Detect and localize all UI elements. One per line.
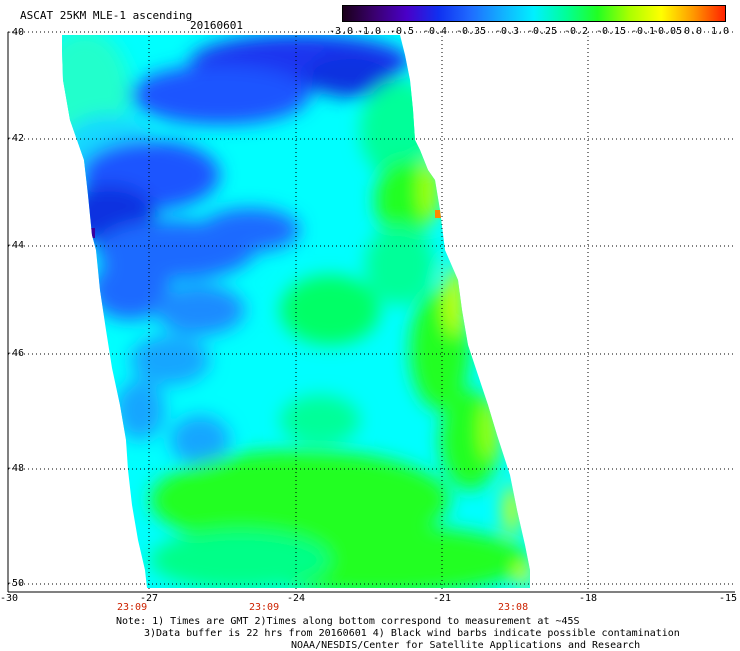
- note-line: NOAA/NESDIS/Center for Satellite Applica…: [291, 640, 641, 651]
- lat-label: -40: [6, 27, 25, 38]
- lat-label: -42: [6, 133, 25, 144]
- lon-label: -27: [140, 593, 159, 604]
- colorbar-label: -0.15: [596, 26, 627, 37]
- colorbar-gradient: [342, 5, 726, 22]
- colorbar-label: -3.0: [329, 26, 354, 37]
- note-line: Note: 1) Times are GMT 2)Times along bot…: [116, 616, 580, 627]
- lat-label: -46: [6, 348, 25, 359]
- lon-label: -15: [719, 593, 738, 604]
- map-title: ASCAT 25KM MLE-1 ascending: [20, 9, 193, 22]
- lat-label: -48: [6, 463, 25, 474]
- scatterometer-swath: [62, 35, 530, 588]
- colorbar-label: -0.35: [456, 26, 487, 37]
- colorbar-label: -0.05: [652, 26, 683, 37]
- map-date: 20160601: [190, 19, 243, 32]
- lon-label: -30: [0, 593, 19, 604]
- colorbar-label: -0.5: [390, 26, 415, 37]
- time-label: 23:08: [498, 602, 529, 613]
- note-line: 3)Data buffer is 22 hrs from 20160601 4)…: [144, 628, 680, 639]
- time-label: 23:09: [117, 602, 148, 613]
- colorbar-label: -0.4: [423, 26, 448, 37]
- lon-label: -18: [579, 593, 598, 604]
- lat-label: -50: [6, 578, 25, 589]
- lon-label: -24: [287, 593, 306, 604]
- colorbar-label: 0.0: [684, 26, 703, 37]
- lat-label: -44: [6, 240, 25, 251]
- lon-label: -21: [433, 593, 452, 604]
- time-label: 23:09: [249, 602, 280, 613]
- map-axis-frame: [7, 32, 735, 593]
- colorbar-label: -0.25: [527, 26, 558, 37]
- colorbar-label: -1.0: [357, 26, 382, 37]
- colorbar-label: -0.3: [495, 26, 520, 37]
- colorbar-label: -0.1: [631, 26, 656, 37]
- map-grid: [8, 31, 735, 592]
